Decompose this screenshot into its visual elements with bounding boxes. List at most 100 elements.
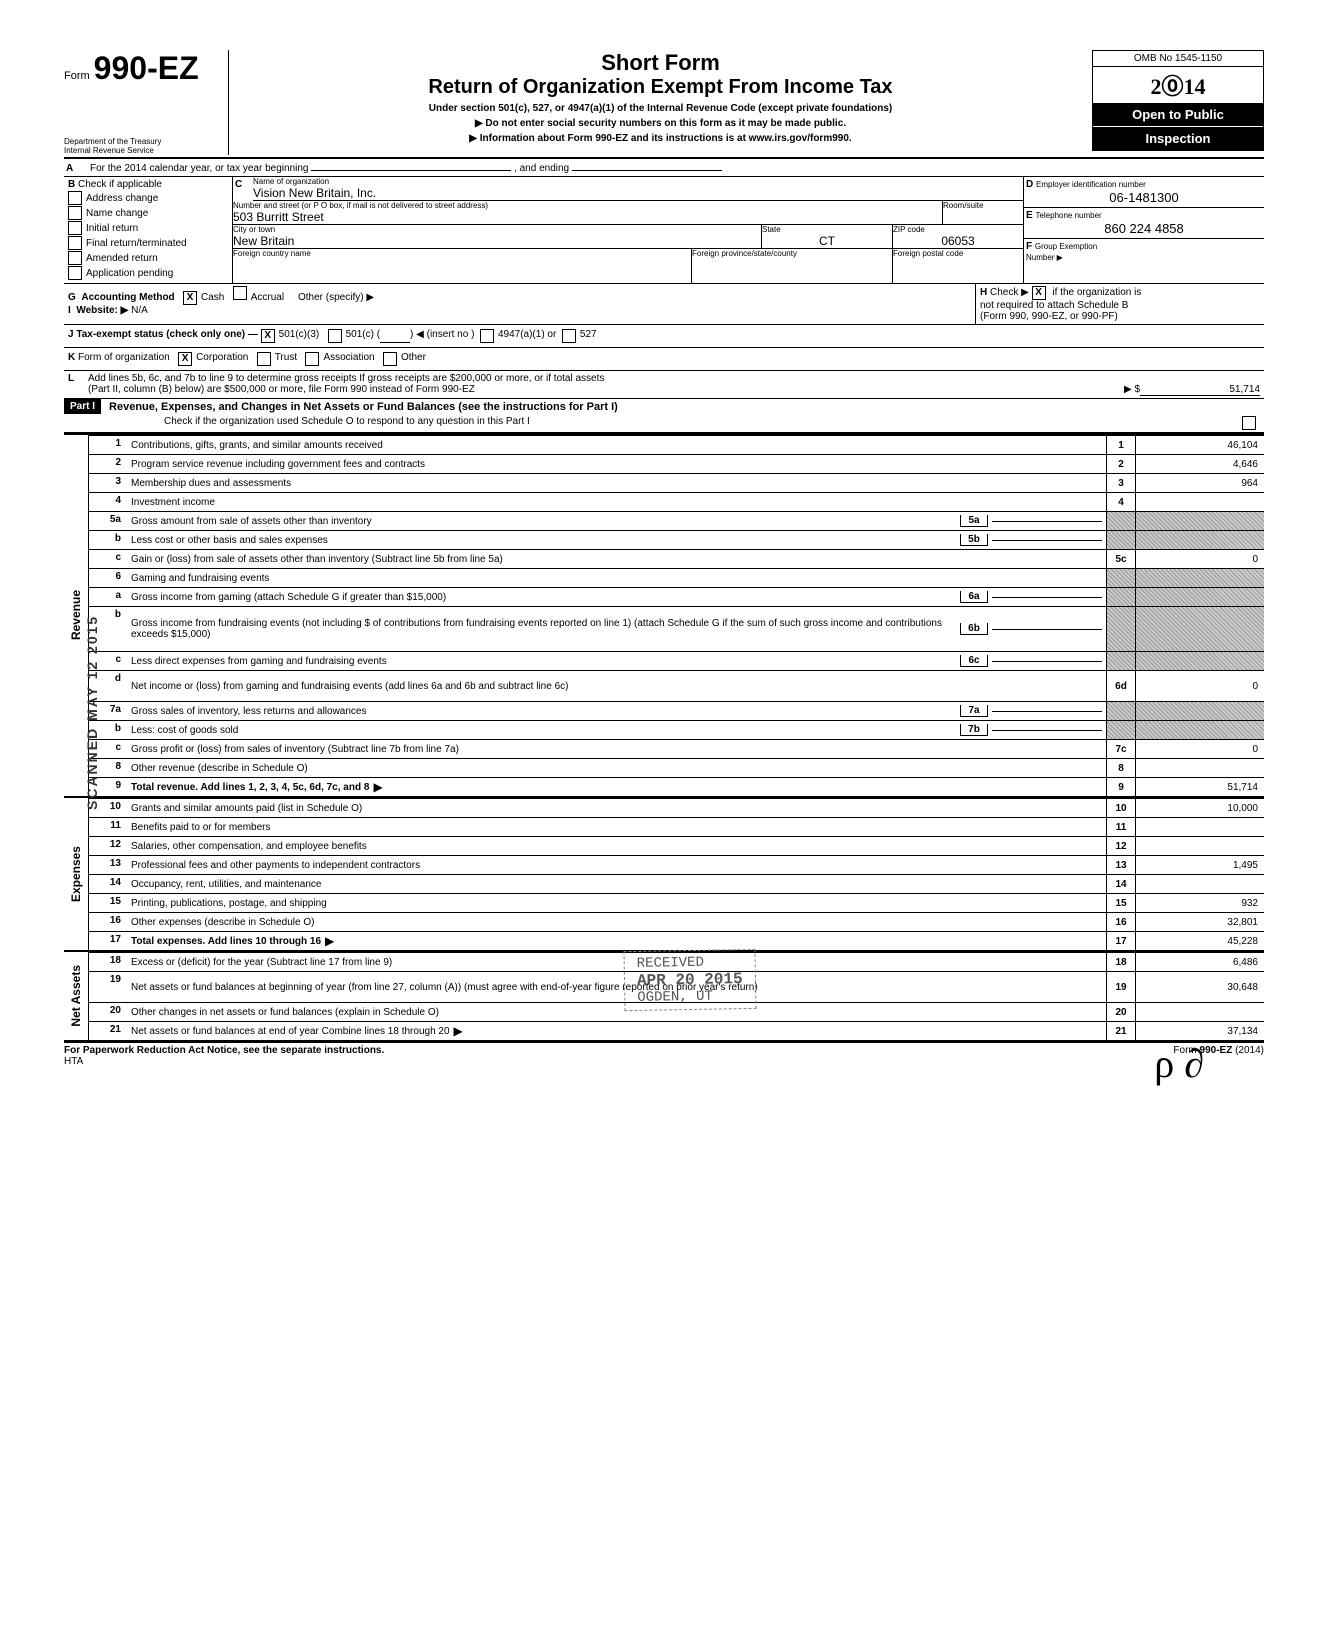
h-check: Check ▶ xyxy=(990,287,1029,298)
line-16: Other expenses (describe in Schedule O) xyxy=(127,913,1106,931)
website-label: Website: ▶ xyxy=(76,305,128,316)
line-3-val: 964 xyxy=(1135,474,1264,492)
line-3: Membership dues and assessments xyxy=(127,474,1106,492)
check-address-change[interactable]: Address change xyxy=(68,191,228,205)
part1-header: Part I Revenue, Expenses, and Changes in… xyxy=(64,398,1264,414)
part1-schedo: Check if the organization used Schedule … xyxy=(64,414,1264,433)
omb-number: OMB No 1545-1150 xyxy=(1093,51,1263,67)
line-12: Salaries, other compensation, and employ… xyxy=(127,837,1106,855)
street: 503 Burritt Street xyxy=(233,210,942,225)
fps-label: Foreign province/state/county xyxy=(692,249,892,258)
line-11: Benefits paid to or for members xyxy=(127,818,1106,836)
row-k: K Form of organization XCorporation Trus… xyxy=(64,348,1264,371)
hta: HTA xyxy=(64,1056,83,1067)
form-number: 990-EZ xyxy=(94,50,199,87)
l-arrow: ▶ $ xyxy=(1100,384,1140,396)
corp-label: Corporation xyxy=(196,352,248,366)
line-7c: Gross profit or (loss) from sales of inv… xyxy=(127,740,1106,758)
line-4: Investment income xyxy=(127,493,1106,511)
line-10-val: 10,000 xyxy=(1135,799,1264,817)
line-16-val: 32,801 xyxy=(1135,913,1264,931)
state: CT xyxy=(762,234,892,249)
letter-j: J xyxy=(68,329,74,343)
h-t2: if the organization is xyxy=(1052,287,1141,298)
line-8: Other revenue (describe in Schedule O) xyxy=(127,759,1106,777)
info-url: ▶ Information about Form 990-EZ and its … xyxy=(229,133,1092,144)
line-19-val: 30,648 xyxy=(1135,972,1264,1002)
zip-label: ZIP code xyxy=(893,225,1023,234)
col-c: C Name of organization Vision New Britai… xyxy=(233,177,1024,284)
check-name-change[interactable]: Name change xyxy=(68,206,228,220)
trust-label: Trust xyxy=(275,352,297,366)
row-j: J Tax-exempt status (check only one) — X… xyxy=(64,325,1264,348)
line-8-val xyxy=(1135,759,1264,777)
form-word: Form xyxy=(64,70,90,82)
trust-checkbox[interactable] xyxy=(257,352,271,366)
part1-label: Part I xyxy=(64,399,101,414)
part1-title: Revenue, Expenses, and Changes in Net As… xyxy=(101,401,1264,413)
line-5c-val: 0 xyxy=(1135,550,1264,568)
cash-checkbox[interactable]: X xyxy=(183,291,197,305)
city: New Britain xyxy=(233,234,761,249)
527-checkbox[interactable] xyxy=(562,329,576,343)
fpc-label: Foreign postal code xyxy=(893,249,1023,258)
info-text: Information about Form 990-EZ and its in… xyxy=(480,133,852,144)
501c-checkbox[interactable] xyxy=(328,329,342,343)
check-amended[interactable]: Amended return xyxy=(68,251,228,265)
ein-label: Employer identification number xyxy=(1036,180,1146,189)
received-text: RECEIVED xyxy=(637,954,743,972)
line-1: Contributions, gifts, grants, and simila… xyxy=(127,436,1106,454)
dept-treasury: Department of the Treasury xyxy=(64,137,224,146)
501c3-checkbox[interactable]: X xyxy=(261,329,275,343)
line-2-val: 4,646 xyxy=(1135,455,1264,473)
a-text: For the 2014 calendar year, or tax year … xyxy=(88,161,1264,176)
stamp-ogden: OGDEN, UT xyxy=(637,988,743,1006)
b-label: Check if applicable xyxy=(78,179,162,190)
accrual-checkbox[interactable] xyxy=(233,286,247,300)
k-label: Form of organization xyxy=(78,352,170,366)
insert-label: ) ◀ (insert no ) xyxy=(410,329,474,343)
4947-checkbox[interactable] xyxy=(480,329,494,343)
expenses-section: Expenses 10Grants and similar amounts pa… xyxy=(64,796,1264,950)
row-l: L Add lines 5b, 6c, and 7b to line 9 to … xyxy=(64,371,1264,398)
dept-irs: Internal Revenue Service xyxy=(64,146,224,155)
check-final-return[interactable]: Final return/terminated xyxy=(68,236,228,250)
h-t3: not required to attach Schedule B xyxy=(980,300,1128,311)
group-ex-num: Number ▶ xyxy=(1026,253,1063,262)
letter-d: D xyxy=(1026,179,1033,190)
line-9: Total revenue. Add lines 1, 2, 3, 4, 5c,… xyxy=(131,782,369,793)
gross-receipts: 51,714 xyxy=(1140,384,1260,396)
subtitle: Under section 501(c), 527, or 4947(a)(1)… xyxy=(229,103,1092,114)
corp-checkbox[interactable]: X xyxy=(178,352,192,366)
line-13-val: 1,495 xyxy=(1135,856,1264,874)
website-value: N/A xyxy=(131,305,148,316)
other-org-checkbox[interactable] xyxy=(383,352,397,366)
letter-b: B xyxy=(68,179,75,190)
footer: For Paperwork Reduction Act Notice, see … xyxy=(64,1041,1264,1067)
schedo-checkbox[interactable] xyxy=(1242,416,1256,430)
inspection: Inspection xyxy=(1093,126,1263,150)
name-label: Name of organization xyxy=(253,177,1023,186)
line-10: Grants and similar amounts paid (list in… xyxy=(127,799,1106,817)
ein: 06-1481300 xyxy=(1026,190,1262,205)
line-17: Total expenses. Add lines 10 through 16 xyxy=(131,936,321,947)
assoc-checkbox[interactable] xyxy=(305,352,319,366)
col-h: H Check ▶ X if the organization is not r… xyxy=(975,284,1264,324)
line-11-val xyxy=(1135,818,1264,836)
check-initial-return[interactable]: Initial return xyxy=(68,221,228,235)
a-begin: For the 2014 calendar year, or tax year … xyxy=(90,163,308,174)
line-9-val: 51,714 xyxy=(1135,778,1264,796)
line-19: Net assets or fund balances at beginning… xyxy=(127,972,1106,1002)
line-14: Occupancy, rent, utilities, and maintena… xyxy=(127,875,1106,893)
open-public: Open to Public xyxy=(1093,103,1263,126)
line-4-val xyxy=(1135,493,1264,511)
g-label: Accounting Method xyxy=(81,292,174,303)
check-app-pending[interactable]: Application pending xyxy=(68,266,228,280)
letter-f: F xyxy=(1026,241,1032,252)
signature-mark: ρ ∂ xyxy=(1154,1040,1204,1087)
omb-box: OMB No 1545-1150 2⓪14 Open to Public Ins… xyxy=(1092,50,1264,151)
col-b: B Check if applicable Address change Nam… xyxy=(64,177,233,284)
h-checkbox[interactable]: X xyxy=(1032,286,1046,300)
line-6: Gaming and fundraising events xyxy=(127,569,1106,587)
fc-label: Foreign country name xyxy=(233,249,691,258)
